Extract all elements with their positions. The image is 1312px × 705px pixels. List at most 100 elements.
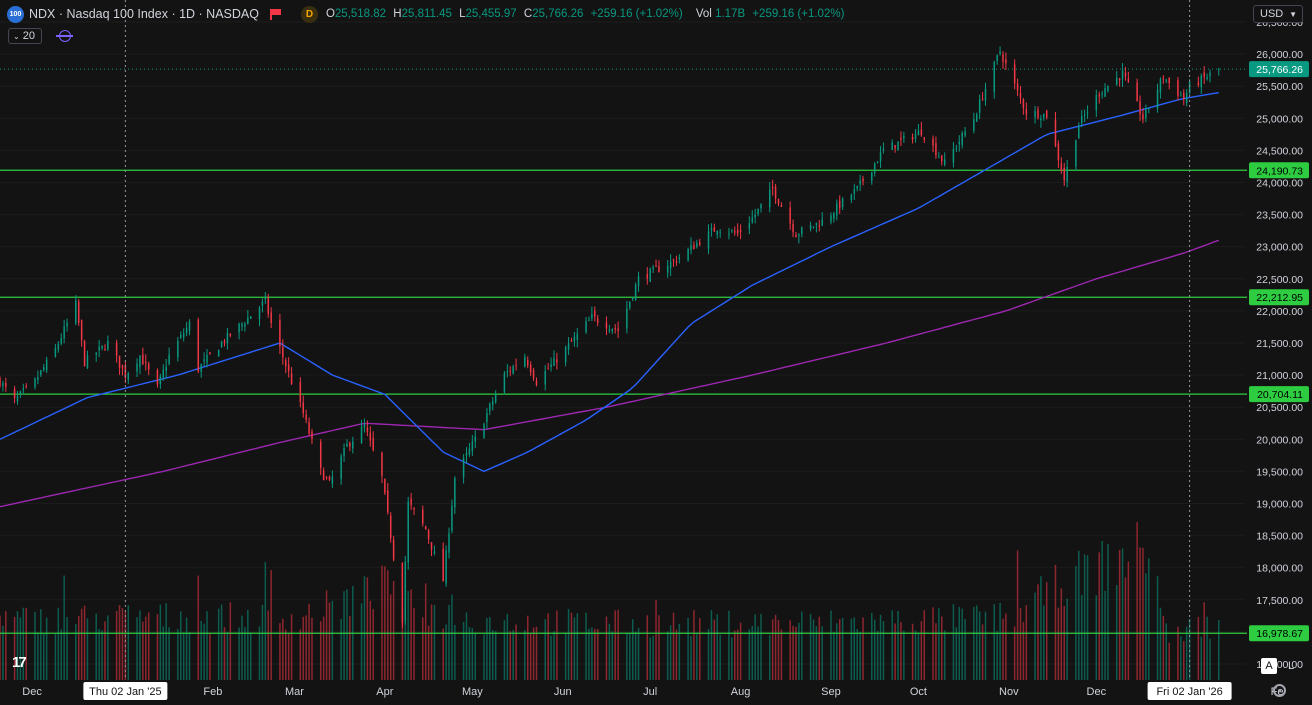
candle-body <box>238 323 240 333</box>
candle-body <box>372 437 374 451</box>
volume-bar <box>961 608 963 680</box>
time-tick-label: Mar <box>285 686 304 698</box>
volume-bar <box>777 620 780 680</box>
candle-body <box>736 229 739 234</box>
volume-bar <box>494 631 497 680</box>
volume-bar <box>999 602 1001 680</box>
volume-bar <box>748 629 751 680</box>
date-marker-label: Fri 02 Jan '26 <box>1156 686 1222 698</box>
flag-icon[interactable] <box>269 9 281 20</box>
currency-select[interactable]: USD ▼ <box>1253 5 1303 23</box>
volume-bar <box>13 616 16 680</box>
candle-body <box>322 470 325 481</box>
volume-bar <box>789 620 791 680</box>
volume-bar <box>576 613 579 680</box>
date-marker-bg <box>1147 682 1232 700</box>
candle-body <box>838 200 841 209</box>
volume-bar <box>264 562 267 680</box>
candle-body <box>993 61 996 93</box>
candle-body <box>1145 108 1147 119</box>
volume-bar <box>801 611 803 680</box>
data-badge[interactable]: D <box>300 5 318 23</box>
candle-body <box>118 355 121 368</box>
price-tick-label: 23,500.00 <box>1256 210 1303 222</box>
time-tick-label: Feb <box>203 686 222 698</box>
volume-bar <box>911 623 914 680</box>
candle-body <box>156 370 159 385</box>
volume-bar <box>838 619 841 680</box>
open-value: 25,518.82 <box>334 8 387 20</box>
candlesticks <box>0 46 1220 628</box>
candle-body <box>427 530 430 540</box>
volume-bar <box>372 609 374 680</box>
candle-body <box>634 284 637 300</box>
volume-bar <box>1037 584 1039 680</box>
candle-body <box>719 231 721 233</box>
candle-body <box>526 359 529 366</box>
volume-bar <box>200 620 202 680</box>
time-tick-label: Apr <box>376 686 393 698</box>
candle-body <box>220 342 223 347</box>
candle-body <box>900 138 902 140</box>
volume-bar <box>515 624 517 680</box>
volume-bar <box>238 627 240 680</box>
volume-bar <box>757 626 759 680</box>
price-tick-label: 20,500.00 <box>1256 402 1303 414</box>
time-tick-label: Nov <box>999 686 1019 698</box>
auto-scale-button[interactable]: A <box>1261 658 1277 674</box>
candle-body <box>66 322 68 327</box>
indicator-icon[interactable] <box>56 30 73 42</box>
candle-body <box>891 142 893 150</box>
candle-body <box>1107 85 1109 92</box>
volume-bar <box>101 630 103 680</box>
price-axis[interactable]: 26,500.0026,000.0025,500.0025,000.0024,5… <box>1247 17 1312 678</box>
candle-body <box>981 98 984 100</box>
candle-body <box>911 137 914 140</box>
log-scale-button[interactable]: L <box>1287 660 1295 672</box>
candle-body <box>0 378 1 387</box>
candle-body <box>1115 77 1118 85</box>
volume-label: Vol <box>695 8 712 20</box>
candle-body <box>943 159 946 165</box>
volume-bar <box>40 609 42 680</box>
volume-bar <box>853 617 856 680</box>
volume-bar <box>159 604 162 680</box>
candle-body <box>42 367 45 371</box>
candle-body <box>115 342 118 356</box>
volume-bar <box>690 636 692 680</box>
volume-bar <box>524 630 526 680</box>
gear-icon[interactable] <box>1273 684 1286 697</box>
candle-body <box>1060 163 1063 171</box>
candle-body <box>139 355 141 368</box>
tradingview-logo-icon[interactable]: 17 <box>12 654 27 671</box>
candle-body <box>815 222 818 226</box>
volume-bar <box>474 632 477 680</box>
volume-bar <box>938 608 940 680</box>
candle-body <box>1066 166 1068 182</box>
candle-body <box>381 452 383 476</box>
candle-body <box>1121 70 1124 80</box>
candle-body <box>1118 78 1121 80</box>
volume-bar <box>658 615 660 680</box>
volume-bar <box>445 624 447 680</box>
candle-body <box>524 356 526 367</box>
ma-length-toggle[interactable]: ⌄ 20 <box>8 28 42 44</box>
candle-body <box>136 363 138 372</box>
candle-body <box>2 383 4 386</box>
symbol-badge[interactable]: 100 <box>7 5 24 23</box>
volume-bar <box>812 619 815 680</box>
volume-bar <box>882 621 885 680</box>
volume-bar <box>139 610 141 680</box>
time-tick-label: Sep <box>821 686 841 698</box>
time-axis[interactable]: Dec Feb Mar Apr May Jun Jul Aug Sep Oct Nov Dec FeTh… <box>0 680 1312 705</box>
volume-bar <box>1101 540 1103 680</box>
candle-body <box>739 230 742 232</box>
candle-body <box>145 361 147 364</box>
volume-bar <box>448 604 450 680</box>
volume-bar <box>818 616 821 680</box>
symbol-title[interactable]: NDX · Nasdaq 100 Index · 1D · NASDAQ <box>29 7 259 21</box>
chevron-down-icon: ⌄ <box>13 31 20 41</box>
volume-bar <box>553 631 555 680</box>
volume-bar <box>387 570 389 680</box>
